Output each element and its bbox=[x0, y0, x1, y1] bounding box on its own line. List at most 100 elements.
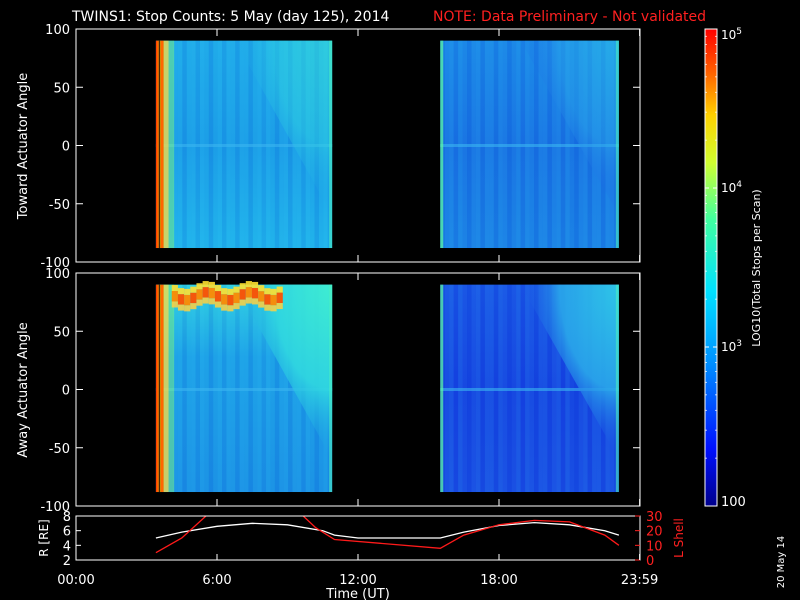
heatmap-edge bbox=[440, 284, 444, 493]
time-tick-label: 00:00 bbox=[57, 573, 94, 588]
colorbar-tick-label: 104 bbox=[721, 180, 742, 195]
heatmap-edge bbox=[329, 40, 333, 249]
heatmap-hot-stripe bbox=[163, 284, 169, 493]
heatmap-hot-band bbox=[270, 288, 277, 295]
colorbar-ramp bbox=[705, 29, 717, 506]
heatmap-hot-band bbox=[251, 287, 259, 299]
heatmap-hot-band bbox=[258, 285, 265, 292]
heatmap-hot-band bbox=[251, 281, 259, 288]
colorbar-tick-base: 10 bbox=[721, 340, 736, 354]
heatmap-hot-band bbox=[239, 283, 246, 290]
heatmap-hot-band bbox=[208, 298, 215, 305]
heatmap-edge bbox=[615, 40, 619, 249]
heatmap-hot-band bbox=[208, 287, 215, 299]
radius-series-line bbox=[155, 521, 620, 539]
heatmap-hot-band bbox=[190, 292, 197, 304]
preliminary-note: NOTE: Data Preliminary - Not validated bbox=[433, 9, 706, 25]
heatmap-hot-band bbox=[221, 294, 228, 305]
zero-angle-band bbox=[155, 388, 333, 391]
heatmap-hot-band bbox=[251, 298, 259, 305]
lshell-series-line bbox=[155, 516, 620, 554]
heatmap-hot-stripe bbox=[168, 284, 175, 493]
away-x-ticks bbox=[75, 273, 641, 506]
radius-tick-label: 6 bbox=[63, 525, 71, 540]
heatmap-hot-band bbox=[239, 299, 246, 306]
colorbar-tick-exp: 3 bbox=[736, 339, 742, 349]
heatmap-hot-band bbox=[202, 297, 209, 304]
heatmap-hot-band bbox=[196, 283, 203, 290]
heatmap-wedge bbox=[235, 40, 333, 216]
heatmap-hot-band bbox=[270, 294, 277, 306]
heatmap-hot-band bbox=[270, 305, 277, 312]
lshell-axis-label: L Shell bbox=[672, 518, 686, 558]
heatmap-hot-band bbox=[221, 304, 228, 311]
heatmap-hot-band bbox=[177, 304, 185, 311]
y-tick-label: -50 bbox=[49, 442, 70, 457]
y-tick-label: 50 bbox=[53, 81, 70, 96]
colorbar-tick-label: 105 bbox=[721, 27, 742, 42]
heatmap-hot-band bbox=[202, 287, 209, 298]
heatmap-hot-band bbox=[245, 281, 252, 288]
heatmap-hot-band bbox=[233, 292, 240, 304]
lshell-tick-label: 20 bbox=[646, 525, 663, 540]
heatmap-hot-band bbox=[239, 289, 246, 300]
radius-tick-label: 8 bbox=[63, 510, 71, 525]
heatmap-hot-band bbox=[276, 303, 283, 310]
heatmap-edge bbox=[329, 284, 333, 493]
y-tick-label: 0 bbox=[62, 384, 70, 399]
time-tick-label: 18:00 bbox=[480, 573, 517, 588]
heatmap-hot-band bbox=[264, 294, 271, 305]
colorbar-label: LOG10(Total Stops per Scan) bbox=[750, 189, 763, 346]
away-heatmap bbox=[155, 281, 619, 493]
heatmap-hot-band bbox=[214, 291, 222, 302]
y-tick-label: -50 bbox=[49, 198, 70, 213]
heatmap-hot-band bbox=[264, 304, 271, 311]
heatmap-hot-band bbox=[184, 288, 191, 295]
time-axis-label: Time (UT) bbox=[325, 587, 390, 600]
time-tick-label: 23:59 bbox=[621, 573, 658, 588]
heatmap-hot-band bbox=[214, 285, 222, 292]
chart-title: TWINS1: Stop Counts: 5 May (day 125), 20… bbox=[71, 9, 389, 25]
heatmap-hot-band bbox=[190, 303, 197, 310]
zero-angle-band bbox=[440, 388, 619, 391]
heatmap-hot-band bbox=[171, 290, 178, 302]
heatmap-hot-band bbox=[276, 292, 283, 304]
radius-axis-label: R [RE] bbox=[37, 519, 51, 556]
heatmap-hot-band bbox=[171, 284, 178, 291]
heatmap-hot-band bbox=[177, 288, 185, 295]
heatmap-hot-band bbox=[276, 286, 283, 293]
heatmap-hot-band bbox=[245, 297, 252, 304]
lshell-tick-label: 10 bbox=[646, 539, 663, 554]
y-tick-label: -100 bbox=[40, 256, 70, 271]
heatmap-hot-band bbox=[177, 294, 185, 305]
radius-tick-label: 4 bbox=[63, 539, 71, 554]
heatmap-hot-band bbox=[202, 281, 209, 288]
radius-tick-label: 2 bbox=[63, 554, 71, 569]
orbit-lines bbox=[155, 516, 620, 554]
heatmap-hot-band bbox=[190, 286, 197, 293]
colorbar-tick-exp: 5 bbox=[736, 27, 742, 37]
toward-panel: 100 50 0 -50 -100 Toward Actuator Angle bbox=[16, 23, 641, 271]
colorbar-tick-label: 100 bbox=[721, 495, 746, 510]
colorbar-tick-exp: 4 bbox=[736, 180, 742, 190]
toward-heatmap bbox=[155, 40, 619, 249]
away-panel: 100 50 0 -50 -100 Away Actuator Angle bbox=[16, 267, 641, 515]
colorbar-tick-base: 10 bbox=[721, 181, 736, 195]
heatmap-hot-stripe bbox=[168, 40, 175, 249]
heatmap-wedge bbox=[520, 40, 619, 216]
heatmap-hot-band bbox=[184, 305, 191, 312]
y-tick-label: 50 bbox=[53, 325, 70, 340]
away-y-label: Away Actuator Angle bbox=[16, 322, 31, 457]
y-tick-label: 100 bbox=[45, 267, 70, 282]
time-x-ticks: 00:00 6:00 12:00 18:00 23:59 bbox=[57, 554, 658, 588]
y-tick-label: 100 bbox=[45, 23, 70, 38]
heatmap-edge bbox=[615, 284, 619, 493]
heatmap-hot-band bbox=[196, 299, 203, 306]
away-y-ticks: 100 50 0 -50 -100 bbox=[40, 267, 640, 515]
heatmap-hot-band bbox=[258, 301, 265, 308]
